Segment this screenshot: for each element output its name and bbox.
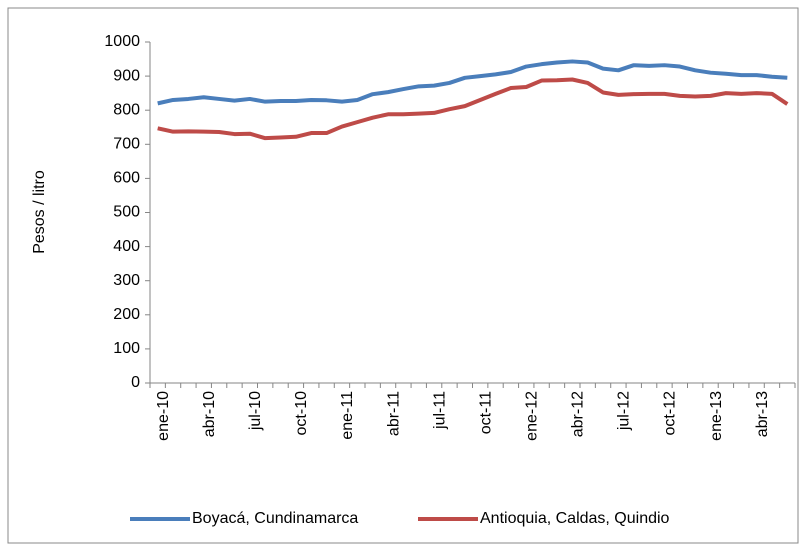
legend-label: Antioquia, Caldas, Quindio (480, 510, 670, 527)
chart-border (7, 7, 799, 544)
y-tick-label: 500 (113, 204, 140, 221)
x-tick-label: abr-13 (754, 391, 771, 437)
y-axis-label: Pesos / litro (31, 170, 48, 254)
series-line (157, 77, 789, 141)
y-tick-label: 900 (113, 67, 140, 84)
y-tick-label: 300 (113, 272, 140, 289)
y-tick-label: 200 (113, 306, 140, 323)
x-tick-label: oct-10 (293, 391, 310, 436)
x-tick-label: ene-12 (523, 391, 540, 441)
x-tick-label: ene-11 (339, 391, 356, 440)
x-tick-label: ene-10 (155, 391, 172, 441)
series-line (157, 59, 788, 106)
x-tick-label: oct-12 (662, 391, 679, 436)
y-tick-label: 600 (113, 170, 140, 187)
y-tick-label: 100 (113, 340, 140, 357)
x-tick-label: abr-11 (385, 391, 402, 436)
x-tick-label: oct-11 (477, 391, 494, 434)
x-tick-label: jul-11 (431, 391, 448, 430)
x-tick-label: abr-10 (201, 391, 218, 437)
y-tick-label: 800 (113, 101, 140, 118)
y-tick-label: 0 (131, 374, 140, 391)
y-tick-label: 700 (113, 136, 140, 153)
x-tick-label: ene-13 (708, 391, 725, 441)
y-tick-label: 1000 (104, 33, 140, 50)
x-tick-label: jul-10 (247, 391, 264, 431)
legend-label: Boyacá, Cundinamarca (192, 510, 358, 527)
x-tick-label: jul-12 (616, 391, 633, 431)
y-tick-label: 400 (113, 238, 140, 255)
x-tick-label: abr-12 (570, 391, 587, 437)
